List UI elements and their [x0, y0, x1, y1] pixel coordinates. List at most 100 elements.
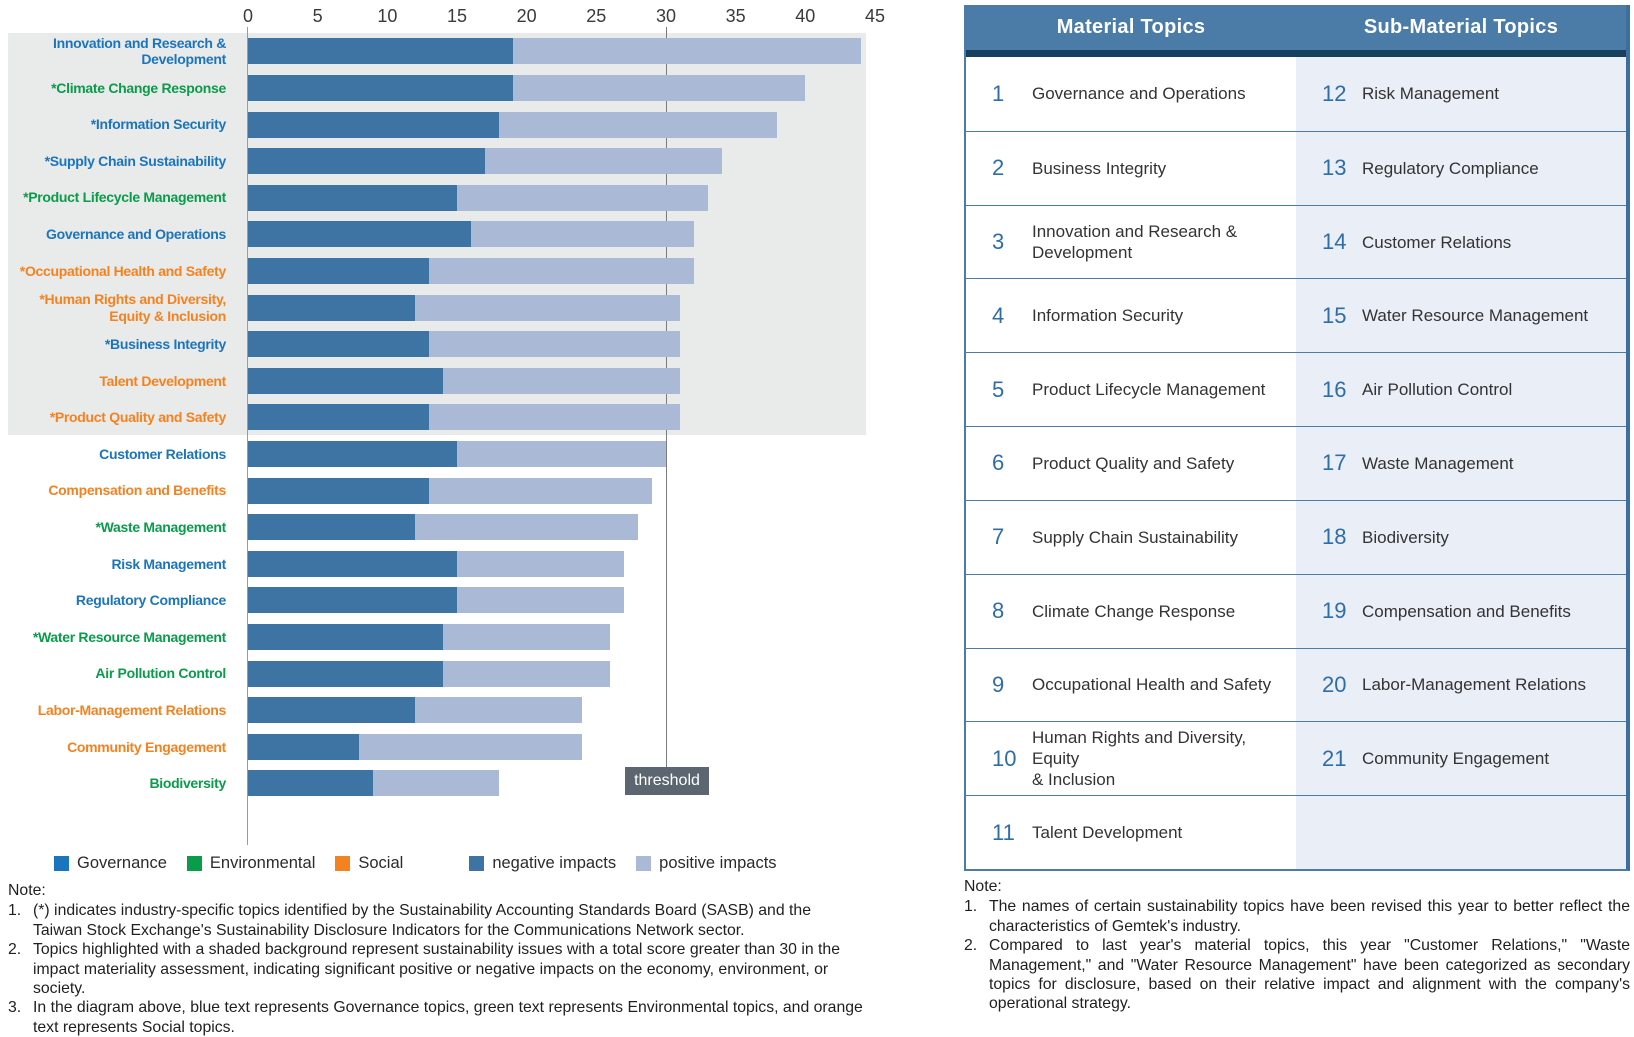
topic-number: 1	[992, 80, 1005, 106]
positive-impacts-bar	[443, 660, 611, 687]
topic-label: Talent Development	[1032, 823, 1183, 843]
chart-row-bars	[248, 331, 680, 358]
table-header-strip	[966, 50, 1626, 57]
positive-impacts-bar	[415, 514, 639, 541]
positive-swatch-icon	[636, 856, 652, 871]
topic-label: Waste Management	[1362, 453, 1514, 473]
legend-label: Social	[358, 854, 404, 872]
table-row: 9 Occupational Health and Safety 20 Labor-M…	[966, 647, 1626, 722]
negative-impacts-bar	[248, 367, 444, 394]
environmental-swatch-icon	[186, 856, 202, 871]
negative-impacts-bar	[248, 587, 457, 614]
x-axis-tick: 0	[242, 6, 254, 26]
chart-row-bars	[248, 294, 680, 321]
sub-material-topic-cell: 16 Air Pollution Control	[1296, 353, 1626, 427]
note-item: 2. Compared to last year's material topic…	[964, 936, 1630, 1014]
topic-label: Customer Relations	[1362, 232, 1512, 252]
negative-impacts-bar	[248, 733, 360, 760]
chart-row-bars	[248, 477, 653, 504]
chart-row-bars	[248, 221, 694, 248]
positive-impacts-bar	[415, 697, 583, 724]
topic-label: Biodiversity	[1362, 527, 1449, 547]
negative-impacts-bar	[248, 770, 374, 797]
chart-row-label: Compensation and Benefits	[48, 482, 226, 499]
sub-material-topic-cell: 13 Regulatory Compliance	[1296, 131, 1626, 205]
topic-label: Risk Management	[1362, 84, 1500, 104]
note-text: (*) indicates industry-specific topics i…	[33, 902, 811, 939]
chart-row: Customer Relations	[0, 436, 900, 473]
topic-label: Occupational Health and Safety	[1032, 675, 1272, 695]
positive-impacts-bar	[429, 331, 680, 358]
chart-row-label: Biodiversity	[149, 775, 226, 792]
governance-swatch-icon	[54, 856, 69, 871]
chart-row: *Climate Change Response	[0, 70, 900, 107]
negative-impacts-bar	[248, 477, 430, 504]
table-row: 7 Supply Chain Sustainability 18 Biodiversi…	[966, 499, 1626, 574]
topic-label: Air Pollution Control	[1362, 380, 1513, 400]
x-axis-tick: 25	[586, 6, 607, 26]
chart-row: Talent Development	[0, 362, 900, 399]
topic-label: Compensation and Benefits	[1362, 601, 1571, 621]
note-heading: Note:	[8, 882, 46, 899]
topic-number: 16	[1322, 376, 1347, 402]
y-axis-line	[247, 27, 248, 845]
positive-impacts-bar	[484, 148, 722, 175]
topics-table: Material Topics Sub-Material Topics 1 Gov…	[964, 5, 1630, 871]
positive-impacts-bar	[429, 404, 680, 431]
positive-impacts-bar	[373, 770, 499, 797]
note-text: In the diagram above, blue text represen…	[33, 999, 863, 1036]
negative-swatch-icon	[469, 856, 485, 871]
topic-number: 4	[992, 302, 1005, 328]
negative-impacts-bar	[248, 74, 513, 101]
negative-impacts-bar	[248, 331, 430, 358]
chart-row-label: *Product Quality and Safety	[49, 409, 227, 426]
legend-label: Governance	[77, 854, 167, 872]
chart-row: Regulatory Compliance	[0, 582, 900, 619]
topic-label: Climate Change Response	[1032, 601, 1236, 621]
topic-number: 9	[992, 671, 1005, 697]
legend-item: Social	[335, 854, 403, 873]
chart-legend: Governance Environmental Social negative im…	[54, 854, 797, 873]
note-text: Topics highlighted with a shaded backgro…	[33, 941, 840, 998]
positive-impacts-bar	[456, 550, 625, 577]
material-topic-cell: 4 Information Security	[966, 279, 1296, 352]
materiality-chart: 0 5 10 15 20 25 30 35 40 45 Innovation and Resear…	[0, 6, 900, 1036]
table-row: 1 Governance and Operations 12 Risk Managem…	[966, 57, 1626, 131]
positive-impacts-bar	[359, 733, 583, 760]
sub-material-topic-cell: 12 Risk Management	[1296, 57, 1626, 131]
chart-row: *Human Rights and Diversity, Equity & In…	[0, 289, 900, 326]
chart-row-label: Regulatory Compliance	[75, 592, 226, 609]
topic-label: Business Integrity	[1032, 158, 1167, 178]
chart-row-bars	[248, 148, 722, 175]
topic-number: 5	[992, 376, 1005, 402]
material-topic-cell: 11 Talent Development	[966, 796, 1296, 869]
sub-material-topic-cell: 14 Customer Relations	[1296, 205, 1626, 279]
material-topic-cell: 2 Business Integrity	[966, 132, 1296, 205]
material-topic-cell: 6 Product Quality and Safety	[966, 427, 1296, 500]
legend-item: Governance	[54, 854, 167, 873]
x-axis-tick: 10	[377, 6, 398, 26]
positive-impacts-bar	[429, 477, 653, 504]
topic-number: 18	[1322, 524, 1347, 550]
note-text: The names of certain sustainability topi…	[989, 898, 1630, 935]
positive-impacts-bar	[429, 257, 694, 284]
chart-row-label: Labor-Management Relations	[37, 702, 227, 719]
chart-row-bars	[248, 441, 666, 467]
topic-label: Labor-Management Relations	[1362, 675, 1586, 695]
material-topics-header: Material Topics	[1056, 16, 1206, 38]
topic-number: 15	[1322, 302, 1347, 328]
chart-row: Air Pollution Control	[0, 655, 900, 692]
threshold-line	[665, 27, 667, 767]
topic-number: 10	[992, 745, 1017, 771]
chart-row: Community Engagement	[0, 729, 900, 766]
chart-row-label: Talent Development	[99, 372, 226, 389]
chart-row-bars	[248, 733, 583, 760]
topic-label: Information Security	[1032, 306, 1184, 326]
topic-number: 19	[1322, 598, 1347, 624]
positive-impacts-bar	[512, 38, 862, 65]
sub-material-topic-cell: 18 Biodiversity	[1296, 500, 1626, 574]
table-row: 8 Climate Change Response 19 Compensation a…	[966, 573, 1626, 648]
chart-row-label: *Climate Change Response	[51, 79, 226, 96]
topic-label: Regulatory Compliance	[1362, 158, 1539, 178]
topic-number: 14	[1322, 229, 1347, 255]
